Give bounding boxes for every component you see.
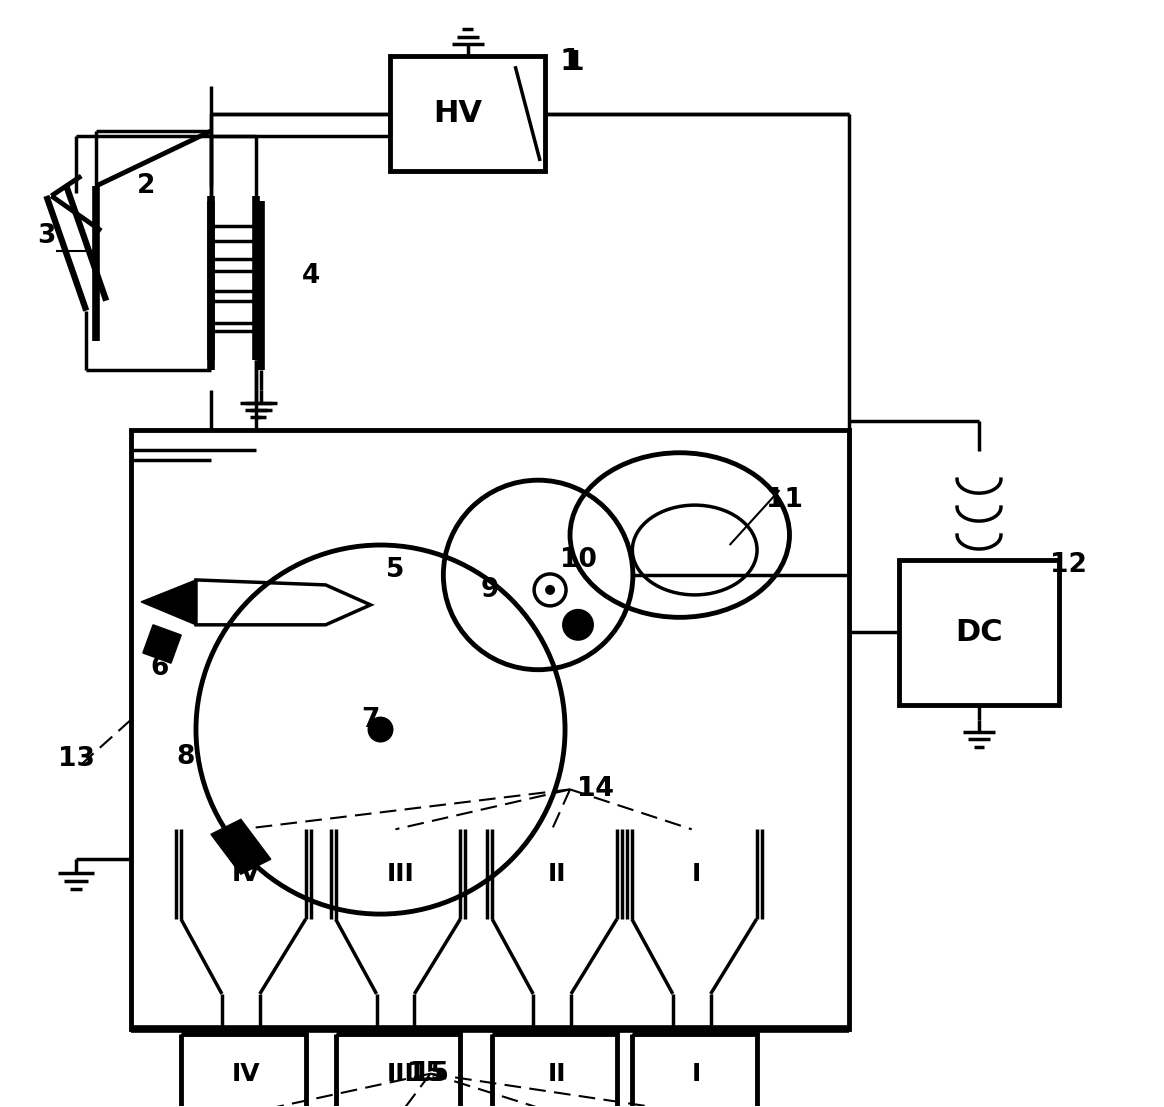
Text: HV: HV <box>433 100 482 128</box>
Text: 10: 10 <box>560 547 596 573</box>
Bar <box>132 431 850 1028</box>
Text: 8: 8 <box>177 745 196 770</box>
Text: 15: 15 <box>412 1061 449 1087</box>
Polygon shape <box>196 580 370 624</box>
Bar <box>335 1034 460 1107</box>
Bar <box>632 1034 757 1107</box>
Bar <box>492 1034 617 1107</box>
Circle shape <box>368 716 393 743</box>
Text: II: II <box>548 1062 567 1086</box>
Text: 12: 12 <box>1050 552 1087 578</box>
Text: DC: DC <box>956 618 1003 646</box>
Text: 5: 5 <box>386 557 405 583</box>
Text: IV: IV <box>232 862 261 887</box>
Bar <box>900 560 1059 705</box>
Text: 14: 14 <box>576 776 613 803</box>
Text: 4: 4 <box>301 262 320 289</box>
Circle shape <box>545 584 555 594</box>
Circle shape <box>562 609 594 641</box>
Text: 1: 1 <box>560 46 581 75</box>
Text: III: III <box>386 862 414 887</box>
Text: 14: 14 <box>576 776 613 803</box>
Text: 2: 2 <box>137 173 155 199</box>
Text: 11: 11 <box>766 487 803 514</box>
Polygon shape <box>211 819 271 875</box>
Text: I: I <box>693 862 702 887</box>
Bar <box>143 624 182 663</box>
Text: 15: 15 <box>407 1061 443 1087</box>
Text: I: I <box>693 1062 702 1086</box>
Bar <box>182 1034 306 1107</box>
Text: 3: 3 <box>37 223 56 249</box>
Polygon shape <box>141 580 196 624</box>
Text: 9: 9 <box>481 577 499 603</box>
Text: IV: IV <box>232 1062 261 1086</box>
Text: 7: 7 <box>361 706 379 733</box>
Text: 1: 1 <box>566 50 584 76</box>
Bar <box>390 56 545 170</box>
Text: III: III <box>386 1062 414 1086</box>
Text: II: II <box>548 862 567 887</box>
Text: 13: 13 <box>58 746 94 773</box>
Text: 6: 6 <box>150 654 169 681</box>
